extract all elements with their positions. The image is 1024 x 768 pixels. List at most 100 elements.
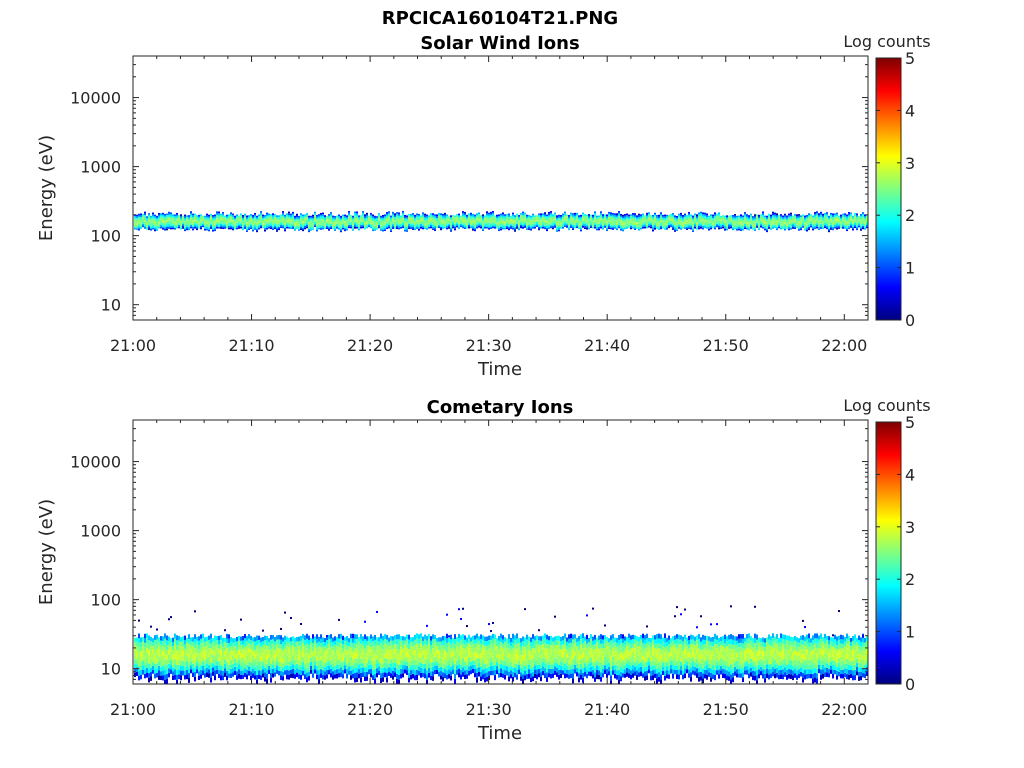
- heatmap-cell: [240, 223, 242, 226]
- heatmap-cell: [506, 219, 508, 221]
- heatmap-cell: [538, 225, 540, 227]
- heatmap-cell: [582, 220, 584, 223]
- heatmap-cell: [528, 224, 530, 227]
- heatmap-cell: [264, 676, 266, 682]
- heatmap-cell: [638, 225, 640, 228]
- heatmap-cell: [690, 226, 692, 228]
- heatmap-cell: [670, 217, 672, 219]
- heatmap-cell: [568, 218, 570, 221]
- heatmap-cell: [332, 671, 334, 676]
- heatmap-cell: [330, 660, 332, 665]
- heatmap-cell: [180, 656, 182, 662]
- heatmap-cell: [430, 671, 432, 676]
- heatmap-cell: [606, 227, 608, 230]
- heatmap-cell: [862, 213, 864, 216]
- heatmap-cell: [664, 226, 666, 229]
- heatmap-cell: [208, 665, 210, 670]
- heatmap-cell: [268, 666, 270, 671]
- heatmap-cell: [288, 637, 290, 643]
- heatmap-cell: [166, 664, 168, 670]
- heatmap-cell: [164, 220, 166, 223]
- heatmap-cell: [272, 660, 274, 665]
- heatmap-cell: [718, 214, 720, 216]
- heatmap-cell: [816, 221, 818, 224]
- heatmap-cell: [194, 215, 196, 217]
- heatmap-cell: [746, 226, 748, 228]
- heatmap-cell: [654, 212, 656, 215]
- heatmap-cell: [148, 224, 150, 227]
- heatmap-cell: [326, 644, 328, 649]
- heatmap-cell: [134, 224, 136, 227]
- heatmap-cell: [362, 216, 364, 218]
- heatmap-cell: [722, 221, 724, 224]
- heatmap-cell: [180, 646, 182, 652]
- heatmap-cell: [332, 225, 334, 228]
- heatmap-cell: [304, 659, 306, 665]
- heatmap-cell: [808, 218, 810, 220]
- heatmap-cell: [488, 217, 490, 220]
- heatmap-cell: [246, 645, 248, 651]
- heatmap-cell: [370, 216, 372, 219]
- heatmap-cell: [170, 224, 172, 226]
- heatmap-cell: [744, 215, 746, 218]
- heatmap-cell: [410, 227, 412, 229]
- heatmap-cell: [246, 650, 248, 656]
- heatmap-cell: [160, 225, 162, 227]
- heatmap-cell: [616, 228, 618, 231]
- heatmap-cell: [412, 213, 414, 215]
- heatmap-cell: [786, 215, 788, 218]
- heatmap-cell: [554, 215, 556, 218]
- heatmap-cell: [260, 226, 262, 229]
- heatmap-cell: [402, 217, 404, 220]
- heatmap-cell: [816, 224, 818, 227]
- heatmap-cell: [436, 645, 438, 650]
- heatmap-cell: [516, 218, 518, 221]
- heatmap-cell: [622, 223, 624, 225]
- heatmap-cell: [316, 223, 318, 225]
- heatmap-cell: [414, 649, 416, 655]
- heatmap-cell: [462, 212, 464, 215]
- heatmap-cell: [704, 214, 706, 217]
- heatmap-cell: [140, 656, 142, 661]
- heatmap-cell: [354, 648, 356, 654]
- heatmap-cell: [590, 226, 592, 228]
- heatmap-cell: [640, 221, 642, 223]
- heatmap-cell: [370, 673, 372, 678]
- heatmap-cell: [806, 216, 808, 219]
- heatmap-cell: [516, 215, 518, 218]
- heatmap-cell: [680, 224, 682, 227]
- heatmap-cell: [820, 218, 822, 221]
- heatmap-cell: [698, 220, 700, 223]
- heatmap-cell: [502, 214, 504, 216]
- heatmap-cell: [388, 226, 390, 229]
- heatmap-cell: [184, 644, 186, 649]
- heatmap-cell: [410, 637, 412, 643]
- heatmap-cell: [278, 228, 280, 231]
- heatmap-cell: [392, 653, 394, 658]
- heatmap-cell: [214, 660, 216, 666]
- heatmap-cell: [240, 618, 242, 621]
- heatmap-cell: [268, 646, 270, 651]
- heatmap-cell: [274, 641, 276, 646]
- heatmap-cell: [140, 225, 142, 228]
- heatmap-cell: [824, 219, 826, 222]
- heatmap-cell: [412, 228, 414, 230]
- heatmap-cell: [264, 663, 266, 668]
- heatmap-cell: [310, 219, 312, 221]
- heatmap-cell: [736, 215, 738, 218]
- heatmap-cell: [268, 218, 270, 221]
- heatmap-cell: [814, 215, 816, 218]
- heatmap-cell: [710, 219, 712, 221]
- heatmap-cell: [378, 666, 380, 671]
- heatmap-cell: [504, 222, 506, 225]
- heatmap-cell: [782, 227, 784, 230]
- heatmap-cell: [430, 653, 432, 659]
- heatmap-cell: [736, 225, 738, 228]
- heatmap-cell: [352, 220, 354, 223]
- heatmap-cell: [218, 221, 220, 224]
- heatmap-cell: [632, 225, 634, 227]
- heatmap-cell: [160, 636, 162, 641]
- heatmap-cell: [358, 664, 360, 670]
- heatmap-cell: [720, 225, 722, 228]
- heatmap-cell: [342, 222, 344, 225]
